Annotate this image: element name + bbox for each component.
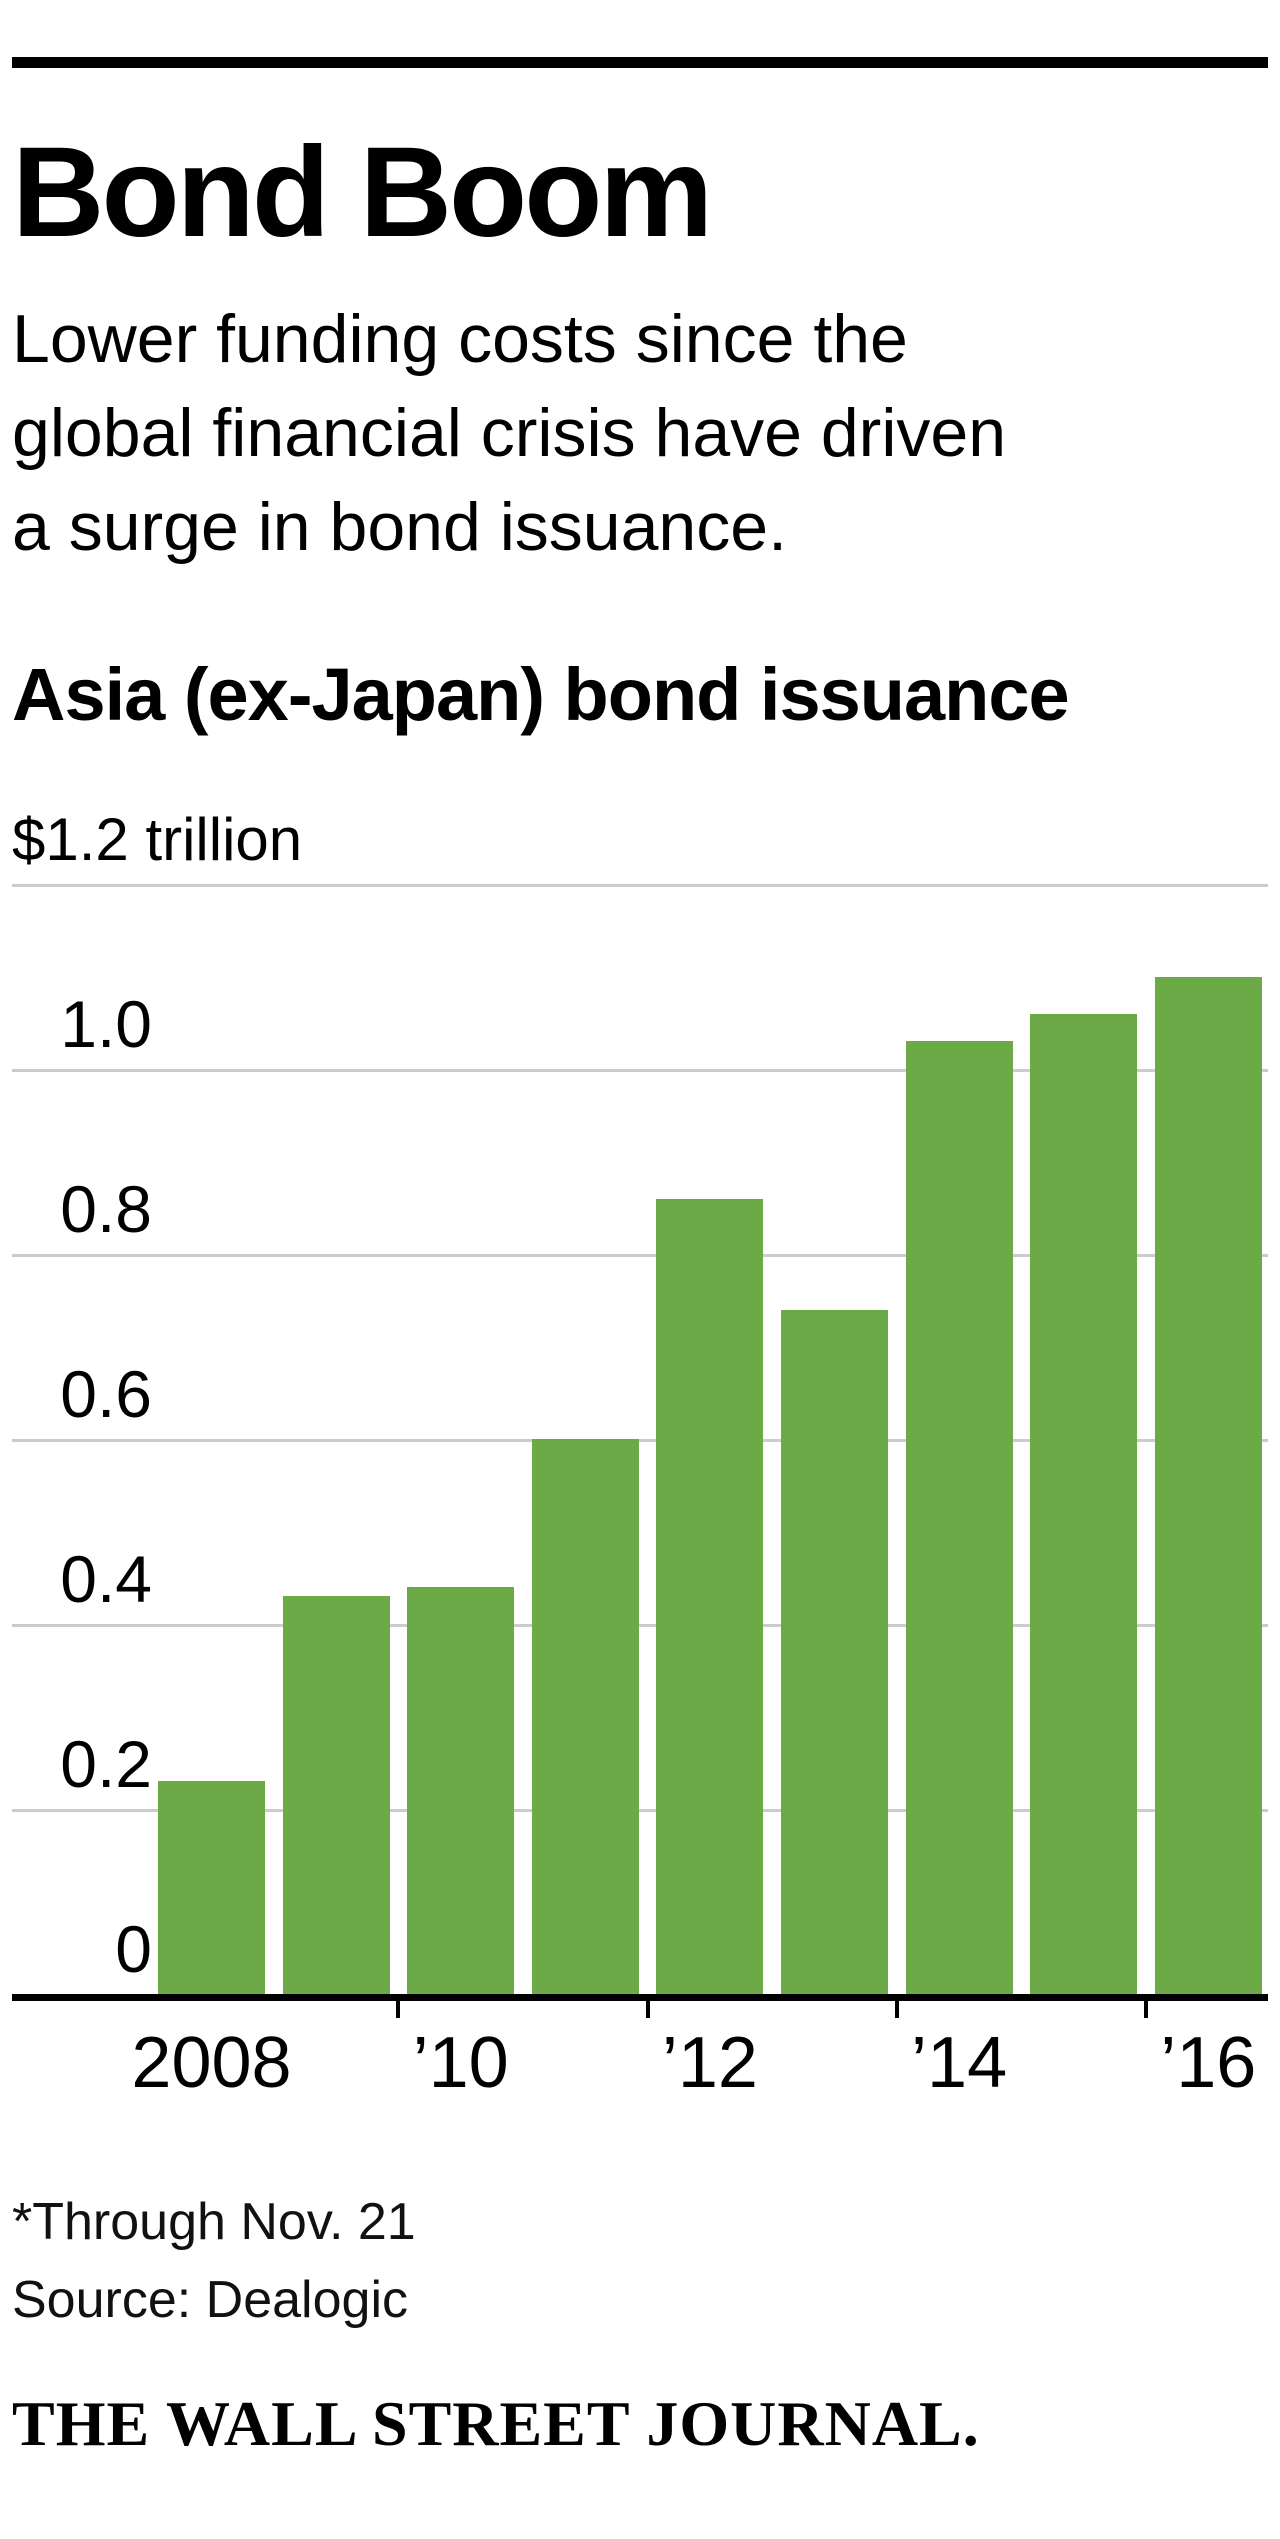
footnote-through-date: *Through Nov. 21 [12,2193,416,2252]
gridline-0.4 [12,1624,1268,1628]
x-axis-tick-label-2014: ’14 [911,2023,1008,2104]
subtitle-line-2: global financial crisis have driven [12,395,1007,472]
bar-2009 [282,1596,390,1995]
gridline-1.2 [12,884,1268,888]
bar-2015 [1030,1013,1138,1995]
x-axis-minor-tick [396,2001,401,2019]
y-axis-tick-label-0.2: 0.2 [60,1727,152,1802]
bar-2012 [656,1198,764,1995]
bar-2013 [781,1309,888,1995]
gridline-0.2 [12,1809,1268,1813]
x-axis-minor-tick [1144,2001,1148,2019]
x-axis-tick-label-2012: ’12 [661,2023,758,2104]
chart-title: Asia (ex-Japan) bond issuance [12,653,1070,737]
wsj-logo-text: THE WALL STREET JOURNAL. [12,2388,980,2460]
footnote-source: Source: Dealogic [12,2271,408,2330]
x-axis-labels: 2008 ’10 ’12 ’14 ’16 [12,2021,1268,2105]
y-axis-tick-label-1.0: 1.0 [60,987,152,1062]
subtitle-line-3: a surge in bond issuance. [12,489,787,566]
gridline-0.8 [12,1254,1268,1258]
y-axis-tick-label-0.4: 0.4 [60,1542,152,1617]
bar-2010 [407,1587,515,1995]
bar-2008 [158,1781,265,1995]
chart-headline: Bond Boom [12,121,713,264]
x-axis-minor-tick [645,2001,650,2019]
y-axis-tick-label-0: 0 [115,1912,152,1987]
bar-2011 [531,1439,639,1995]
y-axis-unit-label: $1.2 trillion [12,806,303,874]
x-axis-line [12,1994,1268,2002]
bar-2016 [1154,976,1262,1995]
y-axis-tick-label-0.6: 0.6 [60,1357,152,1432]
chart-page: Bond Boom Lower funding costs since the … [0,57,1280,2461]
x-axis-tick-label-2016: ’16 [1160,2023,1257,2104]
chart-subtitle: Lower funding costs since the global fin… [12,292,1268,574]
y-axis-tick-label-0.8: 0.8 [60,1172,152,1247]
bar-2014 [905,1041,1013,1995]
gridline-1 [12,1069,1268,1073]
footnotes: *Through Nov. 21 Source: Dealogic [12,2183,1268,2339]
x-axis-tick-label-2010: ’10 [412,2023,509,2104]
subtitle-line-1: Lower funding costs since the [12,301,908,378]
gridline-0.6 [12,1439,1268,1443]
top-rule [12,57,1268,68]
x-axis-tick-label-2008: 2008 [131,2023,292,2104]
x-axis-minor-tick [894,2001,899,2019]
bar-chart: 1.0 0.8 0.6 0.4 0.2 0 [12,884,1268,2019]
